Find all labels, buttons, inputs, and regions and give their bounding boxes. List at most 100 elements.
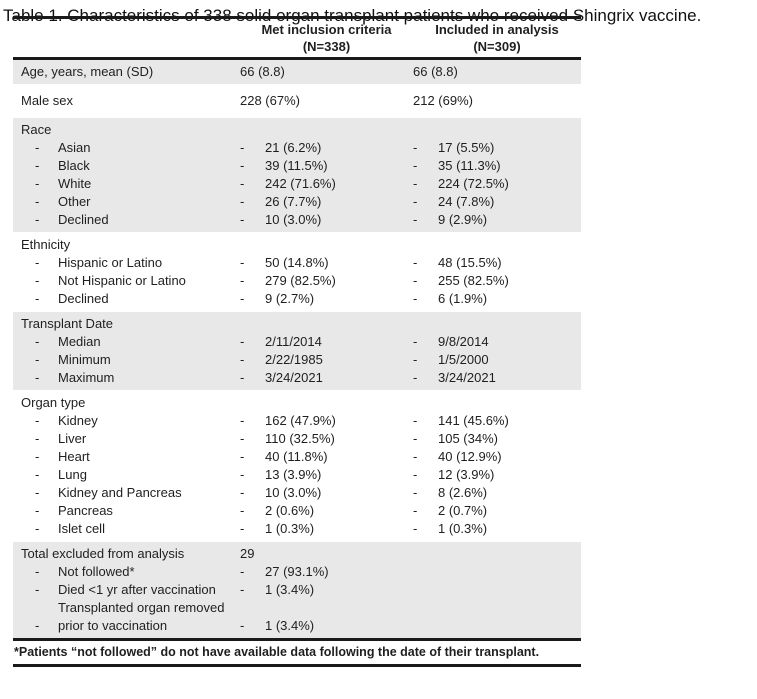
value-included-analysis-cell: - 9/8/2014 (413, 333, 581, 351)
table-section: Race - Asian - 21 (6.2%) - 17 (5.5%) - Black - 39 … (13, 118, 581, 232)
row-label: Hispanic or Latino (58, 255, 163, 270)
list-dash-icon: - (413, 485, 418, 500)
value-met-criteria-cell: - 26 (7.7%) (240, 193, 413, 211)
header-spacer (13, 21, 240, 55)
value-met-criteria: 13 (3.9%) (265, 467, 322, 482)
value-met-criteria-cell: - 13 (3.9%) (240, 466, 413, 484)
list-dash-icon: - (240, 521, 245, 536)
value-included-analysis-cell: - 17 (5.5%) (413, 139, 581, 157)
value-met-criteria: 26 (7.7%) (265, 194, 322, 209)
list-dash-icon: - (35, 503, 40, 518)
table-caption: Table 1. Characteristics of 338 solid or… (3, 6, 702, 25)
value-met-criteria: 39 (11.5%) (265, 158, 328, 173)
list-dash-icon: - (240, 413, 245, 428)
list-dash-icon: - (413, 255, 418, 270)
row-label: Total excluded from analysis (21, 546, 185, 561)
row-label-cell: - Lung (13, 466, 240, 484)
value-met-criteria-cell: 29 (240, 545, 413, 563)
list-dash-icon: - (413, 521, 418, 536)
table-section: Transplant Date - Median - 2/11/2014 - 9/8/201… (13, 312, 581, 390)
row-label-cell: - Kidney and Pancreas (13, 484, 240, 502)
value-met-criteria-cell: - 50 (14.8%) (240, 254, 413, 272)
value-met-criteria-cell: - 242 (71.6%) (240, 175, 413, 193)
row-label: Other (58, 194, 91, 209)
value-included-analysis: 66 (8.8) (413, 64, 458, 79)
value-included-analysis-cell: - 2 (0.7%) (413, 502, 581, 520)
list-dash-icon: - (413, 334, 418, 349)
row-label: Died <1 yr after vaccination (58, 582, 216, 597)
list-dash-icon: - (35, 255, 40, 270)
value-met-criteria-cell: 66 (8.8) (240, 63, 413, 81)
row-label: Liver (58, 431, 87, 446)
value-included-analysis: 1 (0.3%) (438, 521, 488, 536)
list-dash-icon: - (240, 564, 245, 579)
table-row: - Black - 39 (11.5%) - 35 (11.3%) (13, 157, 581, 175)
list-dash-icon: - (240, 273, 245, 288)
row-label-cell: - Transplanted organ removed prior to vac… (13, 599, 240, 635)
list-dash-icon: - (240, 194, 245, 209)
row-label-cell: - Asian (13, 139, 240, 157)
row-label-cell: - Not Hispanic or Latino (13, 272, 240, 290)
table-1: Met inclusion criteria (N=338) Included … (13, 16, 581, 667)
list-dash-icon: - (35, 158, 40, 173)
row-label-cell: Male sex (13, 92, 240, 110)
row-label: Male sex (21, 93, 74, 108)
list-dash-icon: - (240, 431, 245, 446)
row-label-cell: - Hispanic or Latino (13, 254, 240, 272)
table-row: - Minimum - 2/22/1985 - 1/5/2000 (13, 351, 581, 369)
value-included-analysis-cell: - 6 (1.9%) (413, 290, 581, 308)
list-dash-icon: - (413, 413, 418, 428)
table-section: Ethnicity - Hispanic or Latino -50 (14.8%) -… (13, 232, 581, 312)
value-included-analysis-cell: 212 (69%) (413, 92, 581, 110)
value-included-analysis: 40 (12.9%) (438, 449, 502, 464)
row-label-cell: - Black (13, 157, 240, 175)
list-dash-icon: - (413, 467, 418, 482)
table-row: Age, years, mean (SD) 66 (8.8) 66 (8.8) (13, 63, 581, 81)
row-label: Declined (58, 212, 109, 227)
table-row: - Liver - 110 (32.5%) - 105 (34%) (13, 430, 581, 448)
column-header-met-criteria: Met inclusion criteria (N=338) (240, 21, 413, 55)
table-row: - Median - 2/11/2014 - 9/8/2014 (13, 333, 581, 351)
value-met-criteria-cell: - 279 (82.5%) (240, 272, 413, 290)
list-dash-icon: - (240, 370, 245, 385)
table-bottom-rule (13, 664, 581, 667)
value-included-analysis-cell: - 24 (7.8%) (413, 193, 581, 211)
row-label: Race (21, 122, 52, 137)
value-included-analysis: 224 (72.5%) (438, 176, 509, 191)
list-dash-icon: - (35, 212, 40, 227)
list-dash-icon: - (413, 431, 418, 446)
list-dash-icon: - (240, 255, 245, 270)
value-included-analysis: 9 (2.9%) (438, 212, 488, 227)
value-met-criteria-cell: - 110 (32.5%) (240, 430, 413, 448)
table-row: - Not Hispanic or Latino - 279 (82.5%) - 255 … (13, 272, 581, 290)
value-met-criteria: 10 (3.0%) (265, 212, 322, 227)
row-label: Age, years, mean (SD) (21, 64, 154, 79)
row-label: Not Hispanic or Latino (58, 273, 186, 288)
row-label: Transplanted organ removed prior to vacc… (58, 600, 225, 633)
value-included-analysis: 141 (45.6%) (438, 413, 509, 428)
list-dash-icon: - (240, 212, 245, 227)
row-label: Pancreas (58, 503, 113, 518)
value-included-analysis: 255 (82.5%) (438, 273, 509, 288)
column-header-line2: (N=309) (473, 39, 521, 54)
table-body: Age, years, mean (SD) 66 (8.8) 66 (8.8) Mal… (13, 60, 581, 638)
row-label: Median (58, 334, 101, 349)
list-dash-icon: - (240, 140, 245, 155)
table-row: - Pancreas - 2 (0.6%) - 2 (0.7%) (13, 502, 581, 520)
value-met-criteria-cell: - 1 (3.4%) (240, 617, 413, 635)
list-dash-icon: - (35, 521, 40, 536)
value-met-criteria: 2 (0.6%) (265, 503, 315, 518)
row-label-cell: - Maximum (13, 369, 240, 387)
value-met-criteria: 2/22/1985 (265, 352, 323, 367)
list-dash-icon: - (35, 352, 40, 367)
table-row: Total excluded from analysis 29 (13, 545, 581, 563)
list-dash-icon: - (413, 273, 418, 288)
list-dash-icon: - (240, 291, 245, 306)
row-label-cell: - Pancreas (13, 502, 240, 520)
list-dash-icon: - (413, 370, 418, 385)
row-label: Ethnicity (21, 237, 71, 252)
value-met-criteria-cell: - 21 (6.2%) (240, 139, 413, 157)
value-included-analysis: 212 (69%) (413, 93, 473, 108)
value-included-analysis-cell: - 3/24/2021 (413, 369, 581, 387)
row-label: Black (58, 158, 90, 173)
